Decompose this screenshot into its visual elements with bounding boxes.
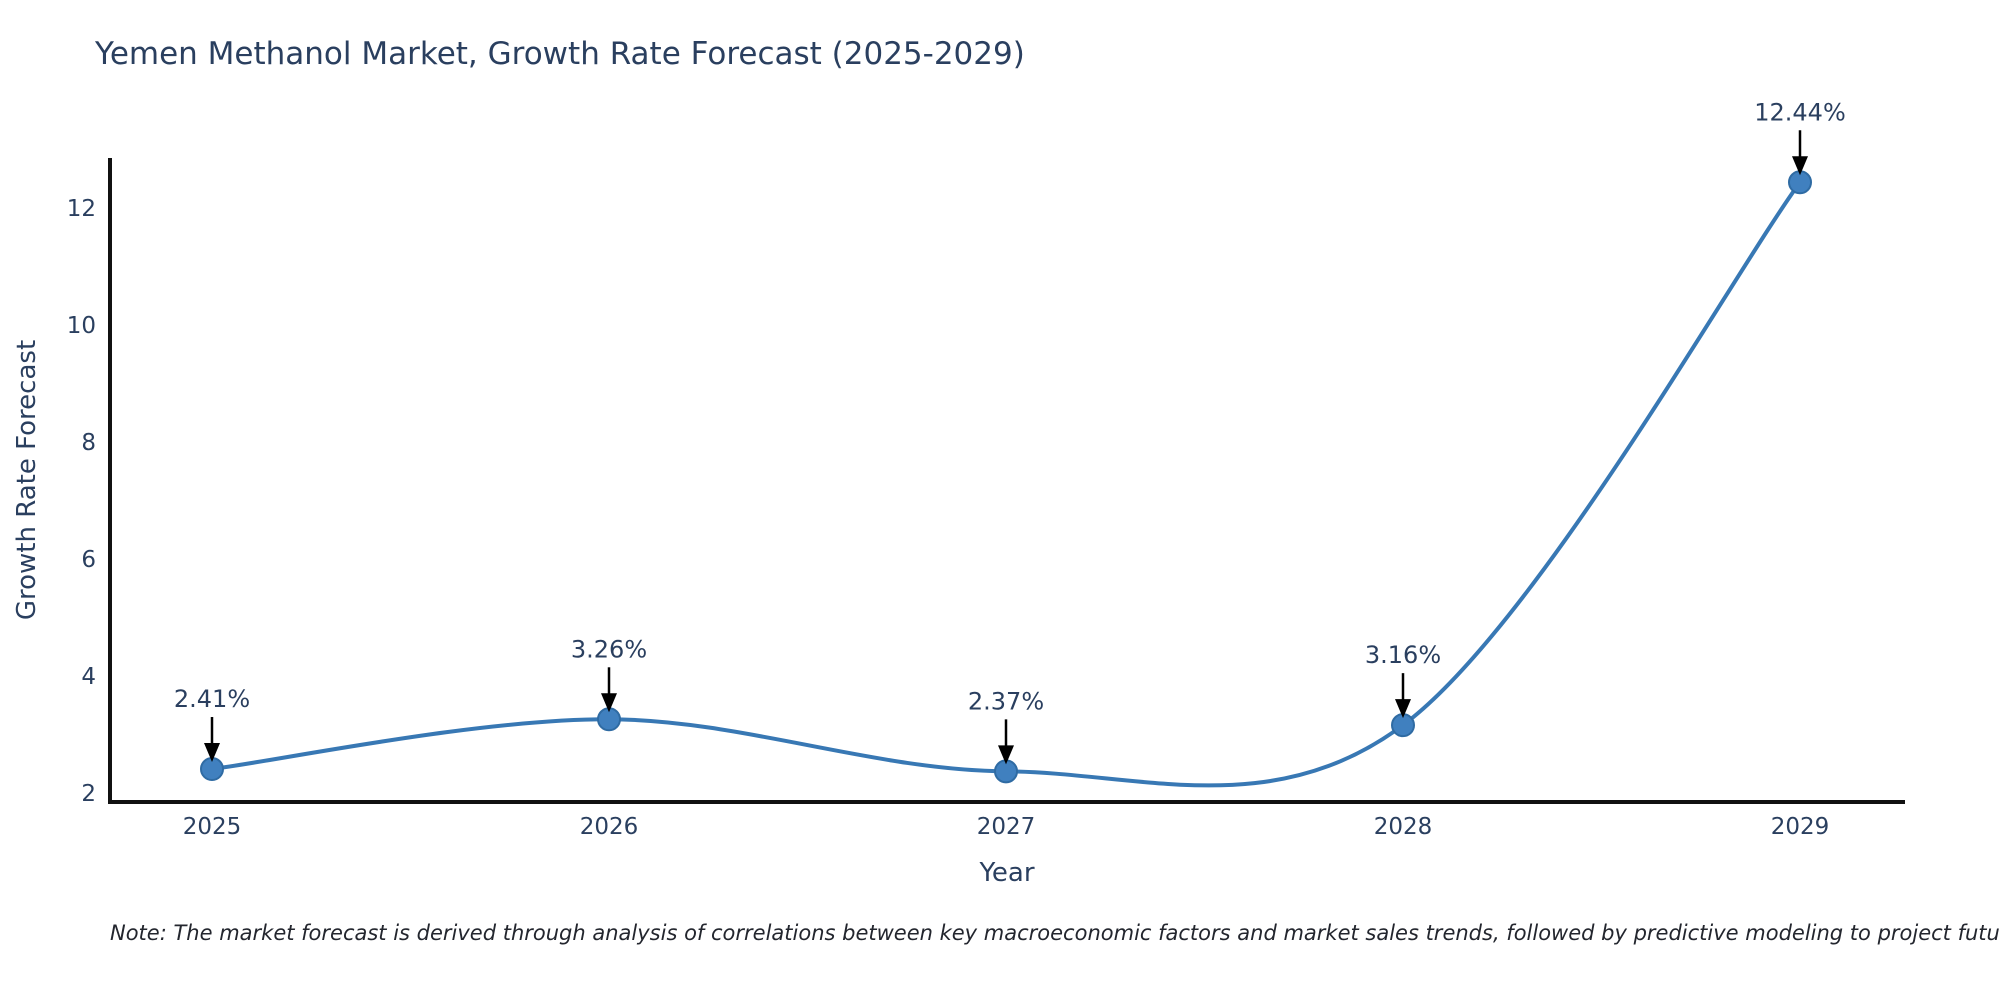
chart-note: Note: The market forecast is derived thr… bbox=[110, 921, 2000, 945]
annotation-arrowhead bbox=[601, 693, 617, 713]
annotation-arrowhead bbox=[998, 745, 1014, 765]
annotation-arrowhead bbox=[1792, 156, 1808, 176]
point-annotation: 2.37% bbox=[968, 687, 1044, 715]
y-tick-label: 4 bbox=[81, 664, 96, 690]
trend-line bbox=[210, 180, 1802, 788]
y-tick-label: 12 bbox=[67, 196, 96, 222]
x-tick-label: 2026 bbox=[580, 814, 639, 840]
x-tick-label: 2028 bbox=[1374, 814, 1433, 840]
y-tick-label: 6 bbox=[81, 547, 96, 573]
point-annotation: 3.26% bbox=[571, 635, 647, 663]
y-tick-label: 2 bbox=[81, 781, 96, 807]
annotation-arrowhead bbox=[1395, 699, 1411, 719]
y-tick-label: 8 bbox=[81, 430, 96, 456]
x-tick-label: 2027 bbox=[977, 814, 1036, 840]
chart-title: Yemen Methanol Market, Growth Rate Forec… bbox=[95, 36, 1025, 72]
x-tick-label: 2025 bbox=[183, 814, 242, 840]
x-tick-label: 2029 bbox=[1771, 814, 1830, 840]
annotation-arrowhead bbox=[204, 743, 220, 763]
point-annotation: 2.41% bbox=[174, 685, 250, 713]
point-annotation: 12.44% bbox=[1754, 98, 1846, 126]
x-axis-title: Year bbox=[979, 858, 1035, 888]
point-annotation: 3.16% bbox=[1365, 641, 1441, 669]
y-tick-label: 10 bbox=[67, 313, 96, 339]
